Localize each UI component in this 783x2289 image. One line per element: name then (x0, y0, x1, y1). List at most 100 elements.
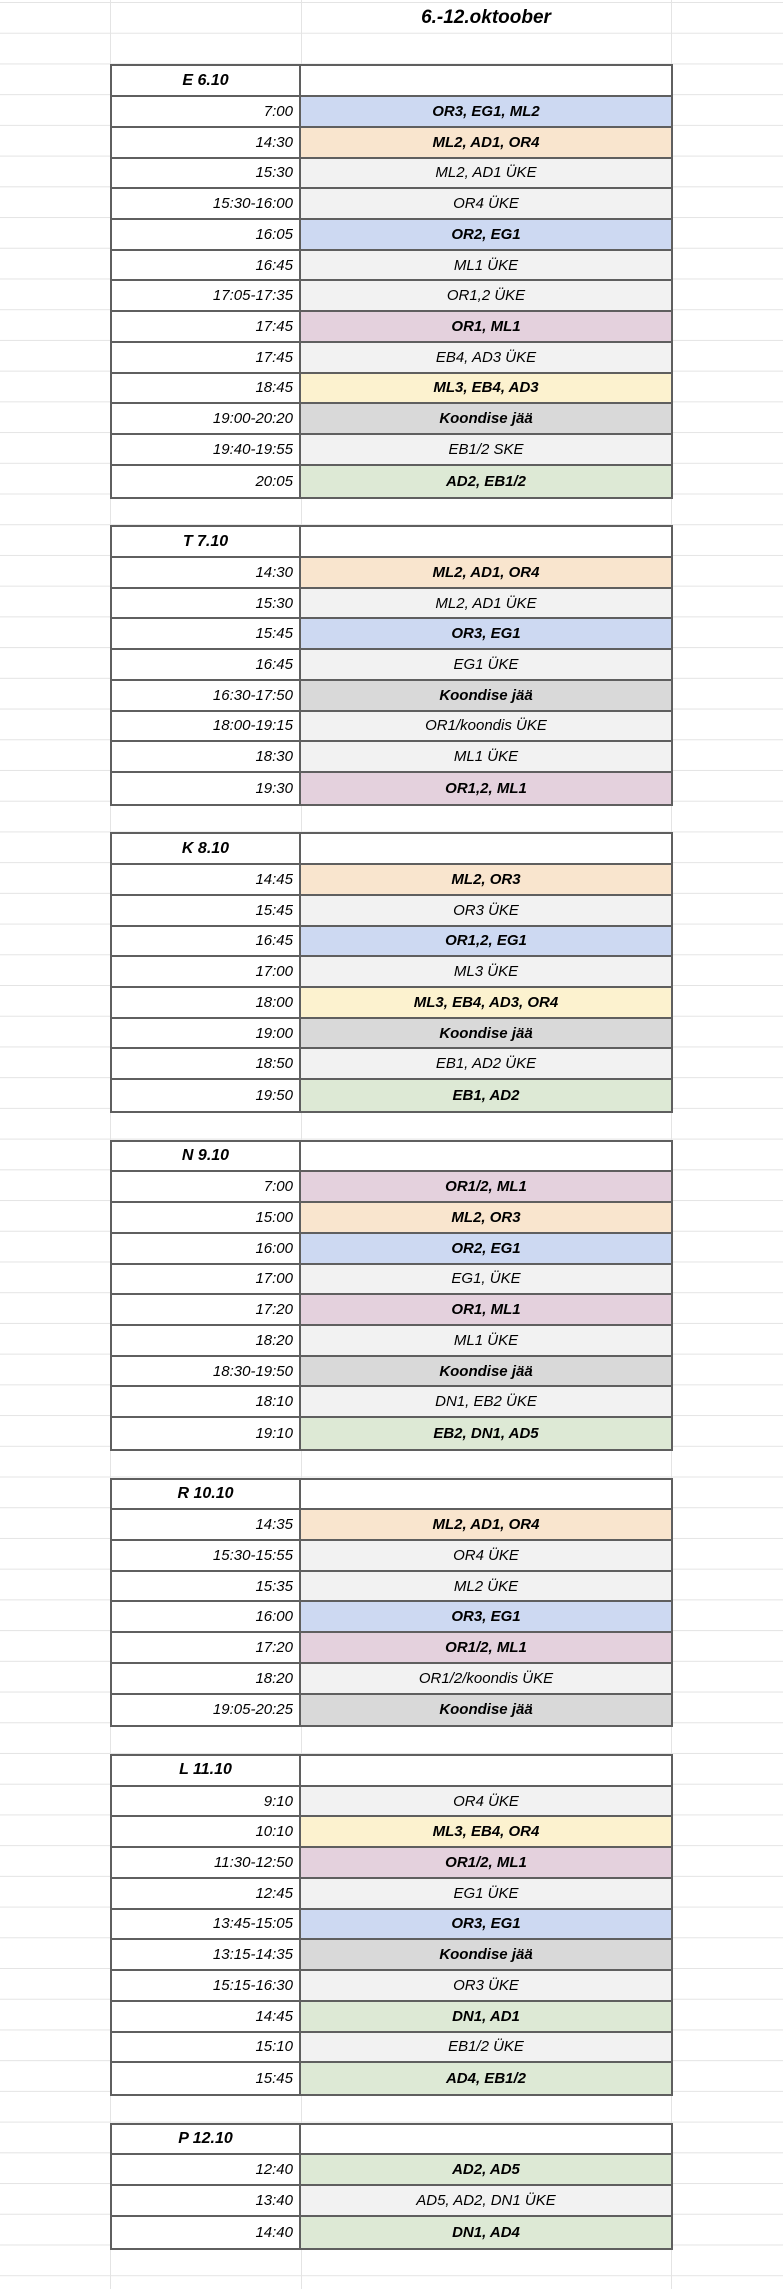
activity-cell[interactable]: DN1, AD1 (301, 2001, 671, 2031)
activity-cell[interactable]: Koondise jää (301, 404, 671, 434)
activity-cell[interactable]: ML2, AD1 ÜKE (301, 158, 671, 188)
activity-cell[interactable]: OR3, EG1, ML2 (301, 97, 671, 126)
time-cell[interactable]: 16:45 (112, 926, 301, 956)
time-cell[interactable]: 15:30-15:55 (112, 1540, 301, 1570)
time-cell[interactable]: 18:30-19:50 (112, 1356, 301, 1386)
activity-cell[interactable]: OR2, EG1 (301, 1233, 671, 1263)
time-cell[interactable]: 15:35 (112, 1571, 301, 1601)
activity-cell[interactable]: OR1, ML1 (301, 1295, 671, 1324)
day-header-label[interactable]: L 11.10 (112, 1756, 301, 1785)
activity-cell[interactable]: ML2, OR3 (301, 1203, 671, 1232)
time-cell[interactable]: 17:45 (112, 342, 301, 372)
activity-cell[interactable]: OR1/2, ML1 (301, 1848, 671, 1877)
day-header-blank-cell[interactable] (301, 834, 671, 864)
activity-cell[interactable]: Koondise jää (301, 680, 671, 710)
activity-cell[interactable]: ML1 ÜKE (301, 250, 671, 280)
activity-cell[interactable]: Koondise jää (301, 1018, 671, 1048)
time-cell[interactable]: 16:45 (112, 250, 301, 280)
time-cell[interactable]: 15:10 (112, 2032, 301, 2062)
activity-cell[interactable]: OR1/2, ML1 (301, 1172, 671, 1202)
time-cell[interactable]: 17:05-17:35 (112, 281, 301, 311)
time-cell[interactable]: 19:00 (112, 1018, 301, 1048)
time-cell[interactable]: 18:45 (112, 373, 301, 403)
activity-cell[interactable]: OR3 ÜKE (301, 895, 671, 925)
activity-cell[interactable]: ML2, AD1 ÜKE (301, 588, 671, 618)
time-cell[interactable]: 10:10 (112, 1817, 301, 1847)
time-cell[interactable]: 14:30 (112, 127, 301, 157)
time-cell[interactable]: 19:40-19:55 (112, 435, 301, 464)
activity-cell[interactable]: OR1, ML1 (301, 312, 671, 341)
activity-cell[interactable]: OR3 ÜKE (301, 1971, 671, 2000)
activity-cell[interactable]: OR1/2, ML1 (301, 1633, 671, 1662)
time-cell[interactable]: 11:30-12:50 (112, 1848, 301, 1877)
time-cell[interactable]: 12:40 (112, 2155, 301, 2185)
activity-cell[interactable]: ML2, AD1, OR4 (301, 1510, 671, 1539)
time-cell[interactable]: 14:40 (112, 2216, 301, 2248)
day-header-label[interactable]: P 12.10 (112, 2124, 301, 2154)
day-header-label[interactable]: K 8.10 (112, 834, 301, 864)
activity-cell[interactable]: OR1/koondis ÜKE (301, 711, 671, 741)
activity-cell[interactable]: EB2, DN1, AD5 (301, 1418, 671, 1449)
time-cell[interactable]: 17:45 (112, 312, 301, 341)
day-header-blank-cell[interactable] (301, 1479, 671, 1509)
time-cell[interactable]: 19:00-20:20 (112, 404, 301, 434)
time-cell[interactable]: 19:50 (112, 1080, 301, 1111)
time-cell[interactable]: 15:45 (112, 895, 301, 925)
time-cell[interactable]: 13:15-14:35 (112, 1940, 301, 1970)
time-cell[interactable]: 9:10 (112, 1786, 301, 1816)
activity-cell[interactable]: AD2, AD5 (301, 2155, 671, 2185)
day-header-blank-cell[interactable] (301, 1141, 671, 1171)
activity-cell[interactable]: OR3, EG1 (301, 1909, 671, 1939)
activity-cell[interactable]: AD5, AD2, DN1 ÜKE (301, 2186, 671, 2215)
time-cell[interactable]: 16:30-17:50 (112, 680, 301, 710)
activity-cell[interactable]: ML3 ÜKE (301, 957, 671, 987)
activity-cell[interactable]: AD2, EB1/2 (301, 465, 671, 497)
activity-cell[interactable]: EB4, AD3 ÜKE (301, 342, 671, 372)
time-cell[interactable]: 14:30 (112, 557, 301, 587)
time-cell[interactable]: 15:30-16:00 (112, 189, 301, 219)
day-header-blank-cell[interactable] (301, 527, 671, 556)
time-cell[interactable]: 16:00 (112, 1233, 301, 1263)
day-header-label[interactable]: T 7.10 (112, 527, 301, 556)
activity-cell[interactable]: AD4, EB1/2 (301, 2063, 671, 2094)
activity-cell[interactable]: DN1, AD4 (301, 2216, 671, 2248)
activity-cell[interactable]: OR1,2, EG1 (301, 926, 671, 956)
activity-cell[interactable]: OR4 ÜKE (301, 1540, 671, 1570)
time-cell[interactable]: 20:05 (112, 465, 301, 497)
time-cell[interactable]: 13:45-15:05 (112, 1909, 301, 1939)
time-cell[interactable]: 15:30 (112, 158, 301, 188)
time-cell[interactable]: 19:30 (112, 772, 301, 804)
time-cell[interactable]: 19:10 (112, 1418, 301, 1449)
time-cell[interactable]: 15:30 (112, 588, 301, 618)
activity-cell[interactable]: Koondise jää (301, 1356, 671, 1386)
time-cell[interactable]: 15:45 (112, 619, 301, 649)
time-cell[interactable]: 18:30 (112, 742, 301, 771)
time-cell[interactable]: 15:45 (112, 2063, 301, 2094)
activity-cell[interactable]: EG1, ÜKE (301, 1264, 671, 1294)
time-cell[interactable]: 18:00-19:15 (112, 711, 301, 741)
time-cell[interactable]: 13:40 (112, 2186, 301, 2215)
time-cell[interactable]: 18:20 (112, 1325, 301, 1355)
day-header-blank-cell[interactable] (301, 66, 671, 96)
time-cell[interactable]: 15:15-16:30 (112, 1971, 301, 2000)
activity-cell[interactable]: OR1,2 ÜKE (301, 281, 671, 311)
time-cell[interactable]: 12:45 (112, 1878, 301, 1908)
sheet-title[interactable]: 6.-12.oktoober (421, 7, 551, 29)
activity-cell[interactable]: EG1 ÜKE (301, 650, 671, 679)
time-cell[interactable]: 7:00 (112, 97, 301, 126)
activity-cell[interactable]: ML3, EB4, AD3, OR4 (301, 988, 671, 1017)
activity-cell[interactable]: ML2 ÜKE (301, 1571, 671, 1601)
activity-cell[interactable]: DN1, EB2 ÜKE (301, 1387, 671, 1417)
activity-cell[interactable]: ML2, AD1, OR4 (301, 127, 671, 157)
day-header-blank-cell[interactable] (301, 1756, 671, 1785)
activity-cell[interactable]: OR1/2/koondis ÜKE (301, 1663, 671, 1693)
time-cell[interactable]: 14:35 (112, 1510, 301, 1539)
time-cell[interactable]: 7:00 (112, 1172, 301, 1202)
activity-cell[interactable]: ML1 ÜKE (301, 742, 671, 771)
activity-cell[interactable]: OR4 ÜKE (301, 1786, 671, 1816)
time-cell[interactable]: 18:50 (112, 1049, 301, 1079)
activity-cell[interactable]: OR3, EG1 (301, 619, 671, 649)
day-header-label[interactable]: N 9.10 (112, 1141, 301, 1171)
day-header-label[interactable]: E 6.10 (112, 66, 301, 96)
activity-cell[interactable]: EB1, AD2 (301, 1080, 671, 1111)
